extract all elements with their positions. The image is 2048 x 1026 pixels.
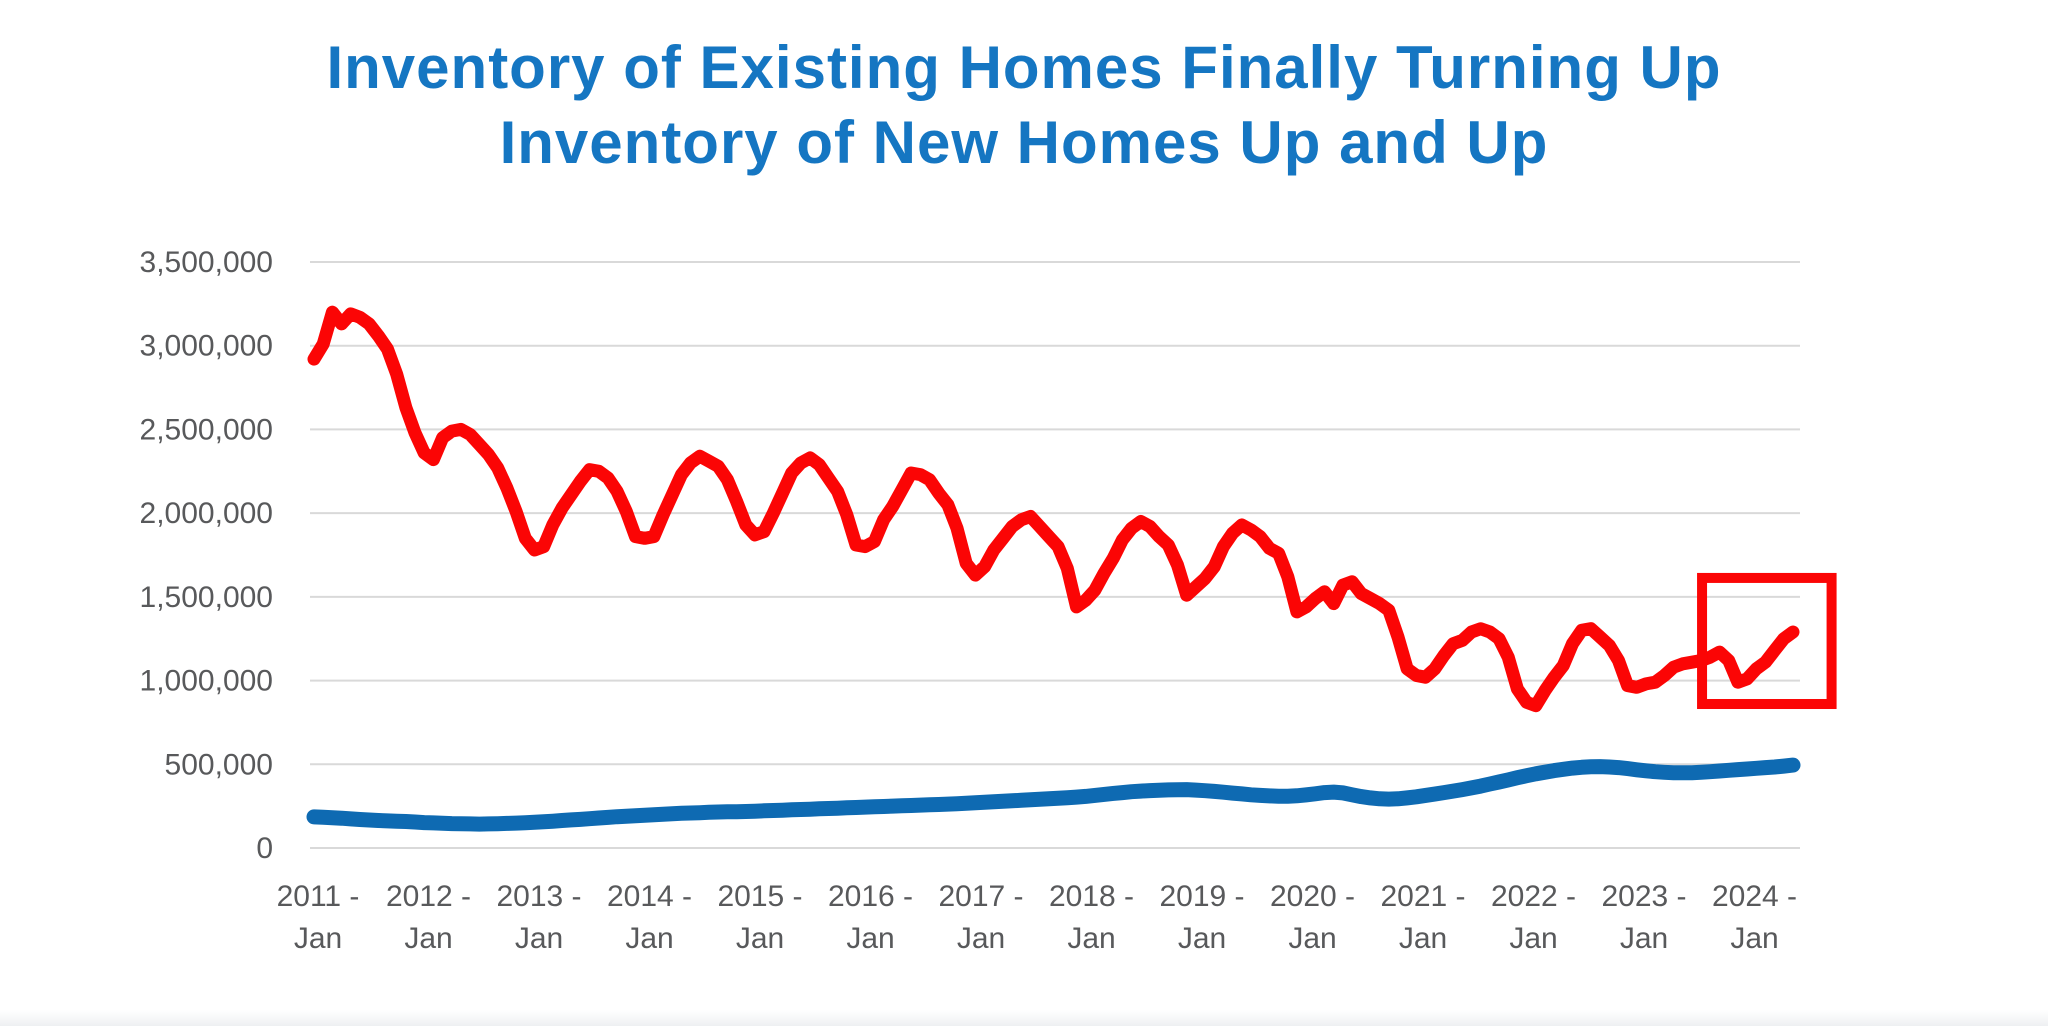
new-homes-line: [306, 757, 1801, 832]
x-axis-tick-month: Jan: [957, 922, 1005, 955]
x-axis-tick-month: Jan: [1067, 922, 1115, 955]
y-axis-tick-label: 2,000,000: [140, 497, 273, 530]
recent-upturn-annotation-box: [1697, 572, 1837, 710]
y-axis-tick-label: 1,000,000: [140, 665, 273, 698]
y-axis-tick-label: 2,500,000: [140, 413, 273, 446]
x-axis-tick-month: Jan: [625, 922, 673, 955]
x-axis-tick-year: 2011 -: [277, 880, 360, 913]
x-axis-tick-year: 2014 -: [607, 880, 692, 913]
x-axis-tick-year: 2018 -: [1049, 880, 1134, 913]
x-axis-tick-month: Jan: [294, 922, 342, 955]
y-axis-tick-label: 3,000,000: [140, 330, 273, 363]
x-axis-tick-year: 2024 -: [1712, 880, 1797, 913]
chart-title-line1: Inventory of Existing Homes Finally Turn…: [326, 34, 1722, 101]
x-axis-tick-year: 2012 -: [386, 880, 471, 913]
x-axis-tick-month: Jan: [1178, 922, 1226, 955]
x-axis-tick-year: 2016 -: [828, 880, 913, 913]
chart-title-line2: Inventory of New Homes Up and Up: [499, 109, 1549, 176]
x-axis-tick-month: Jan: [1399, 922, 1447, 955]
x-axis-tick-month: Jan: [1620, 922, 1668, 955]
x-axis-tick-year: 2017 -: [938, 880, 1023, 913]
x-axis-tick-year: 2015 -: [717, 880, 802, 913]
x-axis-tick-month: Jan: [1509, 922, 1557, 955]
y-axis-tick-label: 3,500,000: [140, 246, 273, 279]
x-axis-tick-year: 2020 -: [1270, 880, 1355, 913]
x-axis-tick-year: 2013 -: [496, 880, 581, 913]
x-axis-tick-month: Jan: [515, 922, 563, 955]
y-axis-tick-label: 0: [256, 832, 273, 865]
x-axis-tick-year: 2019 -: [1159, 880, 1244, 913]
x-axis-tick-year: 2022 -: [1491, 880, 1576, 913]
x-axis-tick-month: Jan: [1288, 922, 1336, 955]
x-axis-tick-month: Jan: [404, 922, 452, 955]
x-axis-tick-month: Jan: [736, 922, 784, 955]
x-axis-tick-month: Jan: [1730, 922, 1778, 955]
chart-title: Inventory of Existing Homes Finally Turn…: [0, 30, 2048, 180]
existing-homes-line: [307, 305, 1800, 713]
bottom-fade: [0, 1010, 2048, 1026]
y-axis-tick-label: 1,500,000: [140, 581, 273, 614]
x-axis-tick-year: 2023 -: [1601, 880, 1686, 913]
x-axis-tick-month: Jan: [846, 922, 894, 955]
x-axis-tick-year: 2021 -: [1380, 880, 1465, 913]
y-axis-tick-label: 500,000: [165, 748, 273, 781]
